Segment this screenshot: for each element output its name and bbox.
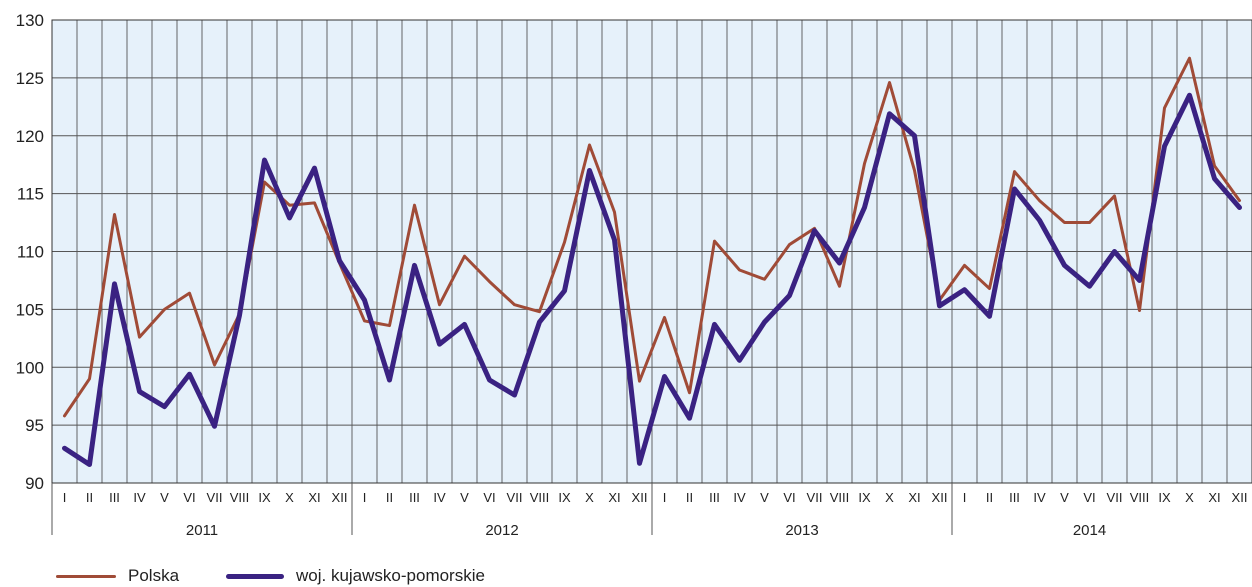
x-tick-label-month: I bbox=[663, 490, 667, 505]
x-tick-label-month: IV bbox=[433, 490, 446, 505]
y-tick-label: 120 bbox=[16, 127, 44, 146]
x-tick-label-month: VII bbox=[507, 490, 523, 505]
x-tick-label-month: X bbox=[1185, 490, 1194, 505]
x-tick-label-month: XI bbox=[908, 490, 920, 505]
x-tick-label-month: VIII bbox=[830, 490, 850, 505]
x-tick-label-month: V bbox=[160, 490, 169, 505]
x-tick-label-month: VI bbox=[183, 490, 195, 505]
x-tick-label-month: III bbox=[709, 490, 720, 505]
y-tick-label: 95 bbox=[25, 416, 44, 435]
x-tick-label-month: V bbox=[1060, 490, 1069, 505]
x-tick-label-month: I bbox=[63, 490, 67, 505]
legend-swatch-polska bbox=[56, 574, 116, 578]
x-tick-label-month: VII bbox=[807, 490, 823, 505]
legend: Polska woj. kujawsko-pomorskie bbox=[0, 565, 1252, 587]
x-tick-label-month: VII bbox=[207, 490, 223, 505]
x-tick-label-month: XII bbox=[1232, 490, 1248, 505]
x-tick-label-month: II bbox=[686, 490, 693, 505]
x-tick-label-year: 2013 bbox=[785, 522, 818, 539]
x-tick-label-month: XII bbox=[932, 490, 948, 505]
series-line-polska bbox=[63, 56, 1241, 418]
x-tick-label-month: XII bbox=[632, 490, 648, 505]
legend-item-kujawsko: woj. kujawsko-pomorskie bbox=[226, 565, 485, 587]
x-tick-label-month: IX bbox=[1158, 490, 1171, 505]
x-tick-label-month: IX bbox=[258, 490, 271, 505]
x-tick-label-month: I bbox=[363, 490, 367, 505]
x-tick-label-month: VIII bbox=[230, 490, 250, 505]
legend-label-polska: Polska bbox=[128, 566, 180, 585]
y-tick-label: 130 bbox=[16, 11, 44, 30]
x-tick-label-month: VIII bbox=[530, 490, 550, 505]
x-tick-label-month: II bbox=[986, 490, 993, 505]
x-tick-label-month: IV bbox=[733, 490, 746, 505]
y-tick-label: 105 bbox=[16, 300, 44, 319]
legend-swatch-kujawsko bbox=[226, 573, 284, 579]
y-tick-label: 125 bbox=[16, 69, 44, 88]
x-tick-label-year: 2012 bbox=[485, 522, 518, 539]
x-tick-label-month: III bbox=[1009, 490, 1020, 505]
legend-label-kujawsko: woj. kujawsko-pomorskie bbox=[296, 566, 485, 585]
x-tick-label-month: IX bbox=[558, 490, 571, 505]
y-tick-label: 90 bbox=[25, 474, 44, 493]
legend-item-polska: Polska bbox=[56, 565, 179, 587]
x-tick-label-month: I bbox=[963, 490, 967, 505]
x-tick-label-month: VI bbox=[1083, 490, 1095, 505]
x-tick-label-month: III bbox=[109, 490, 120, 505]
x-tick-label-month: XI bbox=[608, 490, 620, 505]
series-line-kujawsko bbox=[62, 92, 1242, 467]
x-tick-label-month: V bbox=[460, 490, 469, 505]
x-tick-label-month: VII bbox=[1107, 490, 1123, 505]
x-tick-label-month: IV bbox=[133, 490, 146, 505]
x-tick-label-month: V bbox=[760, 490, 769, 505]
x-tick-label-month: XI bbox=[308, 490, 320, 505]
x-tick-label-month: X bbox=[285, 490, 294, 505]
x-tick-label-month: II bbox=[86, 490, 93, 505]
y-tick-label: 115 bbox=[17, 185, 44, 204]
x-tick-label-month: VI bbox=[483, 490, 495, 505]
y-tick-label: 100 bbox=[16, 358, 44, 377]
x-tick-label-month: XII bbox=[332, 490, 348, 505]
x-tick-label-month: XI bbox=[1208, 490, 1220, 505]
y-tick-label: 110 bbox=[17, 243, 44, 262]
x-tick-label-year: 2011 bbox=[186, 522, 218, 539]
x-tick-label-month: IV bbox=[1033, 490, 1046, 505]
x-tick-label-year: 2014 bbox=[1073, 522, 1106, 539]
x-tick-label-month: VI bbox=[783, 490, 795, 505]
x-tick-label-month: X bbox=[585, 490, 594, 505]
x-tick-label-month: X bbox=[885, 490, 894, 505]
x-tick-label-month: IX bbox=[858, 490, 871, 505]
x-tick-label-month: VIII bbox=[1130, 490, 1150, 505]
x-tick-label-month: II bbox=[386, 490, 393, 505]
x-tick-label-month: III bbox=[409, 490, 420, 505]
